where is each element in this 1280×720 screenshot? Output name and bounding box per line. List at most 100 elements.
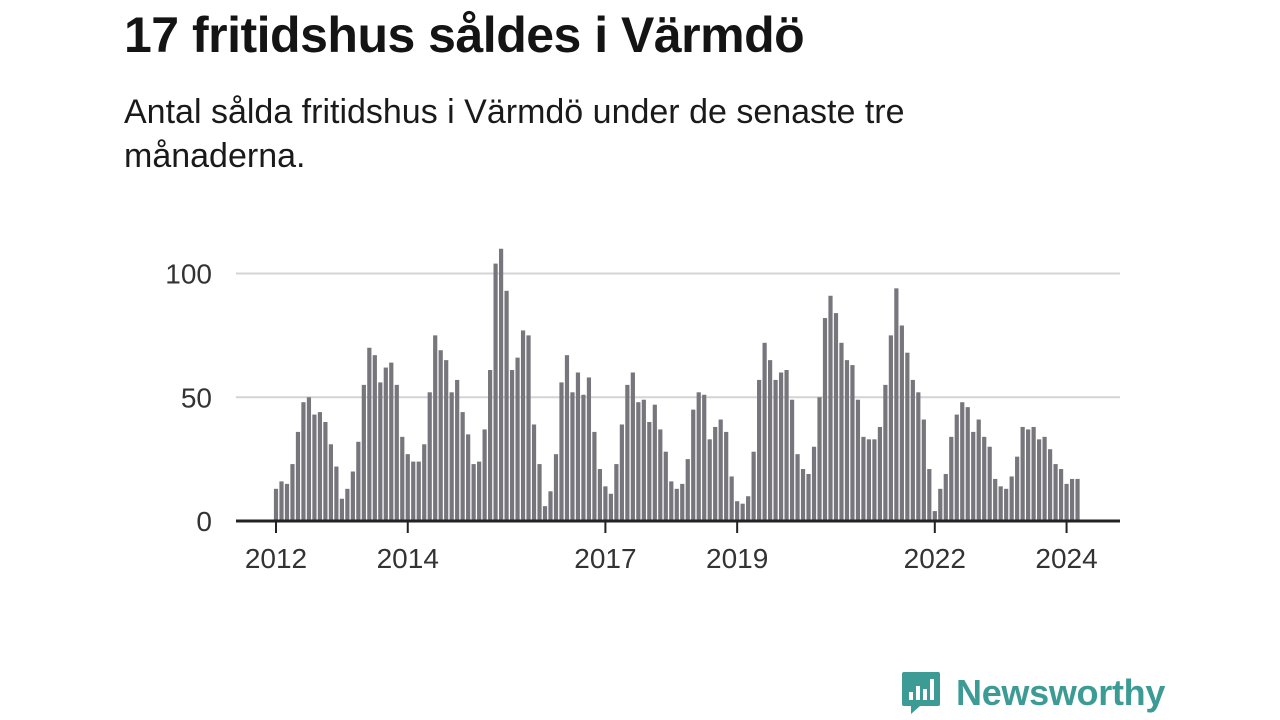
bar [619, 424, 624, 521]
bar [877, 426, 882, 521]
bar [724, 431, 729, 521]
bar [460, 412, 465, 521]
bar [833, 313, 839, 521]
bar [641, 399, 646, 521]
bar [559, 382, 564, 521]
bar [768, 360, 773, 521]
bar [960, 402, 965, 521]
bar [625, 384, 630, 521]
bar [1020, 426, 1025, 521]
bar [367, 347, 372, 521]
bar [883, 384, 888, 521]
bar [1037, 439, 1042, 521]
bar [691, 409, 696, 521]
bar [943, 473, 948, 521]
bar [306, 397, 312, 521]
bar [817, 397, 822, 521]
x-tick-label: 2024 [1035, 543, 1097, 574]
bar [872, 439, 877, 521]
bar [581, 394, 586, 521]
bar [597, 469, 603, 521]
bar [586, 377, 592, 521]
bar [696, 392, 701, 521]
brand-name: Newsworthy [956, 672, 1166, 713]
bar [822, 318, 828, 521]
bar [740, 503, 745, 521]
bar [894, 288, 899, 521]
bar [844, 360, 850, 521]
bar [498, 248, 504, 521]
bar [982, 436, 987, 521]
bar [455, 379, 460, 521]
bar [1069, 478, 1075, 521]
bar [751, 451, 756, 521]
y-tick-label: 100 [165, 259, 212, 290]
bar [526, 335, 531, 521]
bar [713, 426, 718, 521]
bar [394, 384, 399, 521]
bar [433, 335, 438, 521]
x-tick-label: 2014 [377, 543, 439, 574]
bar [290, 464, 295, 521]
bar [702, 394, 707, 521]
bar [735, 501, 740, 521]
bar [757, 379, 762, 521]
bar [663, 451, 668, 521]
bar [531, 424, 537, 521]
bar [1058, 469, 1064, 521]
bar [680, 483, 685, 521]
bar [339, 498, 344, 521]
bar [674, 488, 679, 521]
bar [647, 422, 652, 521]
bar [718, 419, 723, 521]
x-tick-label: 2022 [904, 543, 966, 574]
bar [669, 481, 674, 521]
bar [949, 436, 954, 521]
bar [493, 263, 498, 521]
bar [328, 444, 333, 521]
bar [932, 511, 937, 521]
bar [1064, 483, 1069, 521]
bar [570, 392, 575, 521]
bar [746, 496, 751, 521]
bar [488, 370, 493, 521]
bar [778, 372, 784, 521]
bar [372, 355, 377, 521]
bar [855, 399, 861, 521]
bar [603, 486, 608, 521]
bar [839, 342, 844, 521]
bar [1042, 436, 1047, 521]
bar [850, 365, 855, 521]
bar [789, 399, 795, 521]
bar [888, 335, 893, 521]
bar [345, 488, 350, 521]
bar [1004, 488, 1009, 521]
bar [575, 372, 581, 521]
bar [762, 342, 767, 521]
bar [608, 493, 613, 521]
bar [542, 506, 548, 521]
bar [976, 419, 981, 521]
bar [553, 454, 559, 521]
bar [630, 372, 635, 521]
bar [795, 454, 800, 521]
bar [509, 370, 515, 521]
bar [444, 360, 449, 521]
bar [1009, 476, 1014, 521]
bar [614, 464, 619, 521]
bar [356, 441, 361, 521]
bar [636, 402, 641, 521]
data-label: 17 [1069, 0, 1100, 6]
bar [389, 362, 394, 521]
bar [707, 439, 712, 521]
bar [482, 429, 487, 521]
bar [471, 464, 476, 521]
bar [910, 379, 915, 521]
bar [548, 491, 553, 521]
bar [828, 295, 833, 521]
newsworthy-logo-icon [902, 672, 940, 714]
y-tick-label: 50 [181, 382, 212, 413]
bar [284, 483, 290, 521]
bar [301, 402, 306, 521]
